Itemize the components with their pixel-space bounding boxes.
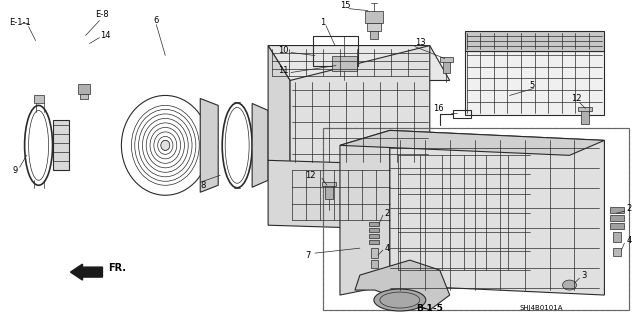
Polygon shape: [355, 260, 450, 310]
Text: 7: 7: [305, 251, 310, 260]
Text: 11: 11: [278, 66, 289, 75]
Bar: [369, 234, 379, 238]
Bar: [440, 56, 452, 62]
Ellipse shape: [161, 140, 170, 150]
Polygon shape: [390, 130, 604, 295]
Bar: [369, 240, 379, 244]
Ellipse shape: [374, 289, 426, 311]
Bar: [369, 222, 379, 226]
Polygon shape: [52, 120, 68, 170]
Text: 1: 1: [320, 18, 325, 27]
Bar: [611, 223, 625, 229]
Bar: [611, 207, 625, 213]
Text: 3: 3: [582, 271, 587, 279]
Text: 5: 5: [529, 81, 535, 90]
Text: 4: 4: [627, 236, 632, 245]
Bar: [613, 248, 621, 256]
Text: 10: 10: [278, 46, 289, 55]
Polygon shape: [268, 46, 450, 80]
Text: 4: 4: [385, 244, 390, 253]
Polygon shape: [290, 46, 430, 195]
FancyArrow shape: [70, 264, 102, 280]
Text: 6: 6: [154, 16, 159, 25]
Text: 14: 14: [100, 31, 111, 40]
Ellipse shape: [563, 280, 577, 290]
Polygon shape: [200, 99, 218, 192]
Bar: [313, 36, 358, 65]
Text: SHJ4B0101A: SHJ4B0101A: [520, 305, 563, 311]
Polygon shape: [340, 130, 390, 295]
Bar: [611, 215, 625, 221]
Text: E-1-1: E-1-1: [8, 18, 30, 27]
Polygon shape: [268, 160, 430, 230]
Bar: [582, 110, 589, 124]
Bar: [367, 23, 381, 31]
Text: 16: 16: [433, 104, 444, 113]
Text: 2: 2: [385, 209, 390, 218]
Bar: [371, 248, 378, 258]
Bar: [79, 85, 90, 94]
Text: 12: 12: [305, 171, 316, 180]
Bar: [323, 128, 629, 310]
Polygon shape: [340, 130, 604, 155]
Text: 2: 2: [627, 204, 632, 213]
Polygon shape: [252, 103, 268, 187]
Bar: [613, 232, 621, 242]
Text: 15: 15: [340, 1, 351, 10]
Bar: [325, 185, 333, 199]
Bar: [365, 11, 383, 23]
Polygon shape: [465, 50, 604, 115]
Text: 12: 12: [572, 94, 582, 103]
Bar: [332, 56, 357, 70]
Bar: [369, 228, 379, 232]
Bar: [579, 108, 593, 111]
Text: E-8: E-8: [95, 10, 109, 19]
Polygon shape: [268, 46, 290, 195]
Text: 9: 9: [13, 166, 18, 175]
Bar: [33, 95, 44, 103]
Text: B-1-5: B-1-5: [417, 303, 444, 313]
Bar: [443, 61, 450, 72]
Bar: [323, 128, 629, 310]
Polygon shape: [465, 31, 604, 50]
Bar: [452, 110, 470, 118]
Text: 8: 8: [200, 181, 205, 190]
Bar: [370, 31, 378, 39]
Bar: [322, 182, 336, 186]
Text: FR.: FR.: [108, 263, 127, 273]
Bar: [81, 94, 88, 100]
Bar: [371, 260, 378, 268]
Text: 13: 13: [415, 38, 426, 47]
